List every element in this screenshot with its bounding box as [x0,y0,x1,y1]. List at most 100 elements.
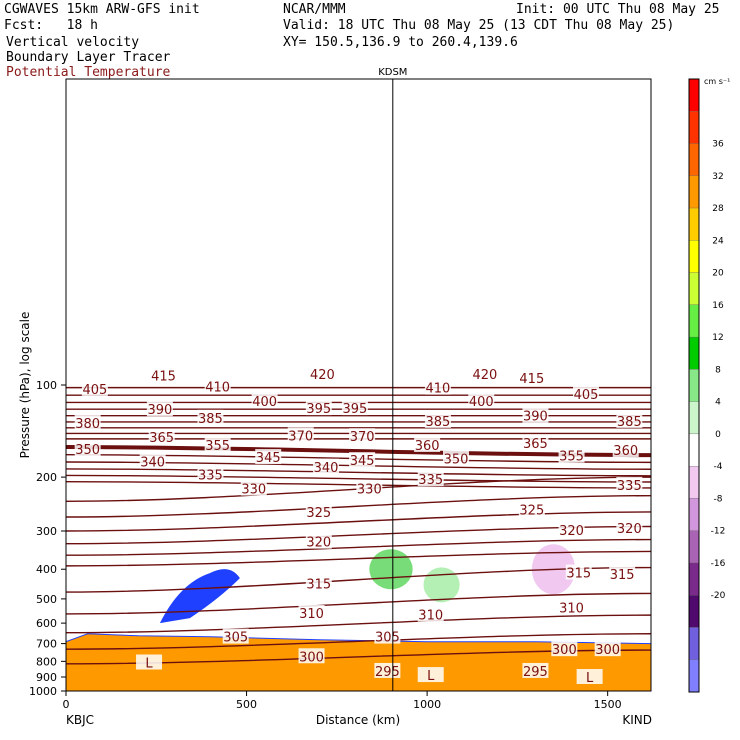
isentrope-label-29: 345 [350,454,375,469]
isentrope-label-25: 355 [559,450,584,465]
isentrope-label-bg-27 [443,450,469,466]
isentrope-label-38: 325 [519,503,544,518]
isentrope-325 [66,538,651,556]
colorbar-swatch-0 [688,78,700,112]
colorbar-label-14: -20 [711,591,726,601]
colorbar-label-0: 36 [712,140,724,150]
plot-frame [65,78,652,692]
isentrope-label-bg-4 [81,380,108,396]
model-title: CGWAVES 15km ARW-GFS init [4,2,200,17]
shaded-fields [66,544,651,691]
isentrope-355 [66,474,651,483]
valid-time: Valid: 18 UTC Thu 08 May 25 (13 CDT Thu … [283,18,675,33]
isentrope-350 [66,480,651,489]
isentrope-label-bg-12 [341,400,368,416]
y-tick-label-0: 100 [36,379,57,392]
isentrope-label-55: L [145,657,153,672]
x-axis: 0 500 1000 1500 [63,691,622,711]
isentrope-label-bg-41 [616,519,643,535]
isentrope-label-bg-16 [616,412,643,428]
colorbar-label-7: 8 [715,365,721,375]
isentrope-label-8: 400 [252,395,277,410]
isentrope-label-51: 300 [552,643,577,658]
isentrope-label-10: 390 [147,403,172,418]
isentrope-label-bg-14 [197,409,224,425]
isentrope-320 [66,550,651,567]
isentrope-label-bg-39 [305,533,332,549]
x-tick-label-0: 0 [63,698,70,711]
isentrope-label-56: L [427,669,435,684]
isentrope-label-bg-44 [609,566,636,582]
isentrope-label-bg-19 [349,428,376,444]
isentrope-label-21: 365 [523,437,548,452]
isentrope-label-35: 330 [241,483,266,498]
isentrope-label-bg-28 [255,449,282,465]
colorbar-swatch-6 [688,272,700,305]
forecast-hour: Fcst: 18 h [4,18,98,33]
tracer-plume [159,569,240,624]
isentrope-label-bg-46 [417,606,444,622]
isentrope-label-5: 410 [205,380,230,395]
field-potential-temperature: Potential Temperature [6,65,171,80]
isentrope-label-bg-49 [374,628,401,644]
isentrope-label-37: 325 [306,506,331,521]
isentrope-label-15: 385 [426,415,451,430]
isentrope-label-bg-23 [612,441,639,457]
isentrope-label-2: 420 [472,368,497,383]
isentrope-label-17: 380 [75,417,100,432]
isentrope-label-bg-8 [251,393,278,409]
isentrope-label-7: 405 [574,388,599,403]
isentrope-label-57: L [586,671,594,686]
isentrope-label-bg-31 [313,458,339,474]
isentrope-label-11: 395 [306,402,331,417]
isentrope-label-bg-2 [471,365,498,381]
isentrope-label-42: 315 [306,577,331,592]
isentrope-label-bg-55 [136,654,163,670]
colorbar-label-13: -16 [711,559,726,569]
isentrope-label-4: 405 [82,383,107,398]
isentrope-label-bg-17 [74,414,101,430]
colorbar-label-10: -4 [714,462,723,472]
isentrope-label-12: 395 [342,402,367,417]
isentrope-360 [66,468,651,477]
isentrope-label-bg-6 [424,379,451,395]
isentrope-340 [66,494,651,518]
colorbar-swatch-4 [688,207,700,241]
isentrope-label-bg-40 [558,522,585,538]
isentrope-label-52: 300 [595,643,620,658]
isentrope-label-bg-0 [150,367,177,383]
colorbar-swatch-1 [688,111,700,144]
isentrope-label-14: 385 [198,412,223,427]
tracer-layer [66,633,651,691]
isentrope-label-bg-54 [522,662,549,678]
isentrope-label-bg-13 [522,407,549,423]
isentrope-300 [66,633,651,650]
field-vertical-velocity: Vertical velocity [6,35,140,50]
colorbar-label-9: 0 [715,430,721,440]
colorbar-frame [688,78,700,693]
colorbar-swatch-15 [688,562,700,596]
isentrope-label-32: 335 [198,468,223,483]
colorbar-label-2: 28 [712,204,724,214]
isentrope-label-bg-43 [565,564,592,580]
y-axis-title: Pressure (hPa), log scale [18,312,32,459]
isentrope-label-bg-34 [616,476,643,492]
isentrope-label-bg-30 [139,453,166,469]
isentrope-label-bg-35 [240,480,267,496]
isentrope-label-19: 370 [350,430,375,445]
colorbar-label-11: -8 [714,494,723,504]
isentrope-label-44: 315 [610,568,635,583]
isentrope-label-bg-45 [298,604,325,620]
init-time: Init: 00 UTC Thu 08 May 25 [516,2,720,17]
isentrope-label-bg-36 [356,480,383,496]
colorbar-swatch-10 [688,401,700,435]
isentrope-label-bg-25 [558,447,585,463]
isentrope-label-28: 345 [256,451,281,466]
isentrope-305 [66,614,651,634]
isentrope-label-39: 320 [306,536,331,551]
x-tick-label-2: 1000 [413,698,441,711]
isentrope-label-bg-15 [424,412,451,428]
colorbar-label-8: 4 [715,398,721,408]
colorbar-label-5: 16 [712,301,724,311]
org-label: NCAR/MMM [283,2,346,17]
